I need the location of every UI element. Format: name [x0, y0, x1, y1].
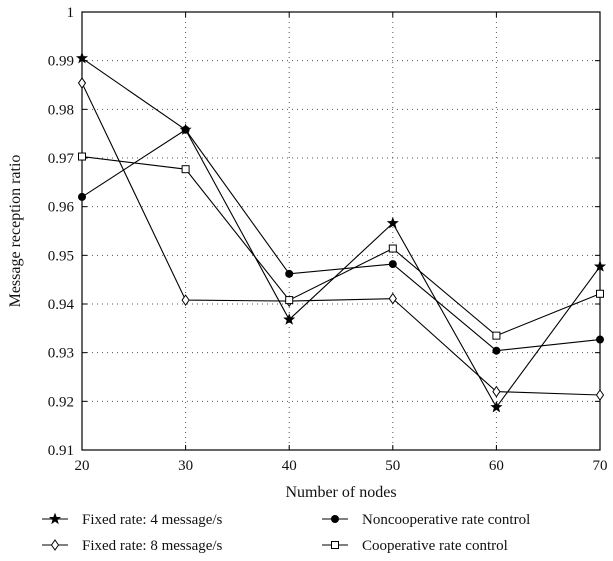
- legend-label: Fixed rate: 4 message/s: [82, 512, 223, 528]
- data-point: [181, 294, 190, 306]
- data-point: [388, 292, 397, 305]
- y-tick-label: 0.94: [48, 297, 75, 313]
- data-point: [596, 335, 604, 344]
- series-line: [81, 57, 601, 409]
- data-point: [285, 296, 294, 305]
- y-tick-label: 0.98: [48, 102, 74, 118]
- y-tick-label: 0.95: [48, 248, 74, 264]
- y-tick-label: 0.97: [48, 151, 75, 167]
- y-tick-label: 0.91: [48, 443, 74, 459]
- y-tick-label: 0.99: [48, 54, 74, 70]
- legend-label: Noncooperative rate control: [362, 512, 530, 528]
- x-tick-label: 30: [178, 458, 193, 474]
- data-point: [181, 125, 190, 134]
- legend-marker: [331, 515, 339, 523]
- series-1: [75, 51, 607, 413]
- data-point: [490, 400, 503, 413]
- data-point: [596, 289, 604, 298]
- y-tick-label: 0.93: [48, 346, 74, 362]
- legend-item: Fixed rate: 4 message/s: [42, 512, 223, 528]
- series-line: [81, 82, 601, 396]
- grid: [82, 12, 600, 450]
- data-point: [595, 389, 605, 401]
- series-line: [81, 129, 601, 352]
- data-point: [181, 165, 190, 174]
- legend: Fixed rate: 4 message/s Noncooperative ra…: [42, 512, 530, 554]
- x-tick-label: 20: [75, 458, 90, 474]
- legend-item: Cooperative rate control: [322, 538, 508, 554]
- y-axis-title: Message reception ratio: [7, 155, 24, 308]
- x-tick-label: 60: [489, 458, 504, 474]
- legend-marker: [48, 512, 62, 525]
- data-point: [283, 313, 296, 325]
- legend-marker: [331, 541, 339, 549]
- y-tick-label: 1: [67, 5, 75, 21]
- series-3: [77, 77, 605, 401]
- x-tick-label: 50: [385, 458, 400, 474]
- series-layer: [75, 51, 607, 413]
- series-4: [78, 152, 604, 340]
- data-point: [78, 152, 86, 161]
- x-tick-label: 40: [282, 458, 297, 474]
- x-tick-label: 70: [593, 458, 608, 474]
- data-point: [492, 331, 501, 340]
- series-line: [81, 155, 601, 337]
- data-point: [285, 269, 294, 278]
- data-point: [386, 216, 399, 229]
- data-point: [492, 346, 501, 355]
- legend-marker: [50, 539, 60, 551]
- data-point: [388, 260, 397, 269]
- series-2: [78, 125, 604, 355]
- x-axis-ticks: 20 30 40 50 60 70: [75, 12, 608, 474]
- legend-item: Fixed rate: 8 message/s: [42, 538, 223, 554]
- y-axis-ticks: 0.91 0.92 0.93 0.94 0.95 0.96 0.97 0.98 0.99 1: [48, 5, 600, 459]
- legend-label: Fixed rate: 8 message/s: [82, 538, 223, 554]
- data-point: [77, 77, 87, 89]
- y-tick-label: 0.96: [48, 200, 75, 216]
- data-point: [492, 385, 501, 398]
- data-point: [593, 260, 607, 272]
- y-tick-label: 0.92: [48, 394, 74, 410]
- data-point: [388, 244, 397, 253]
- legend-label: Cooperative rate control: [362, 538, 508, 554]
- x-axis-title: Number of nodes: [285, 484, 396, 501]
- data-point: [75, 51, 89, 64]
- data-point: [78, 192, 86, 201]
- plot-frame: [81, 11, 601, 451]
- legend-item: Noncooperative rate control: [322, 512, 530, 528]
